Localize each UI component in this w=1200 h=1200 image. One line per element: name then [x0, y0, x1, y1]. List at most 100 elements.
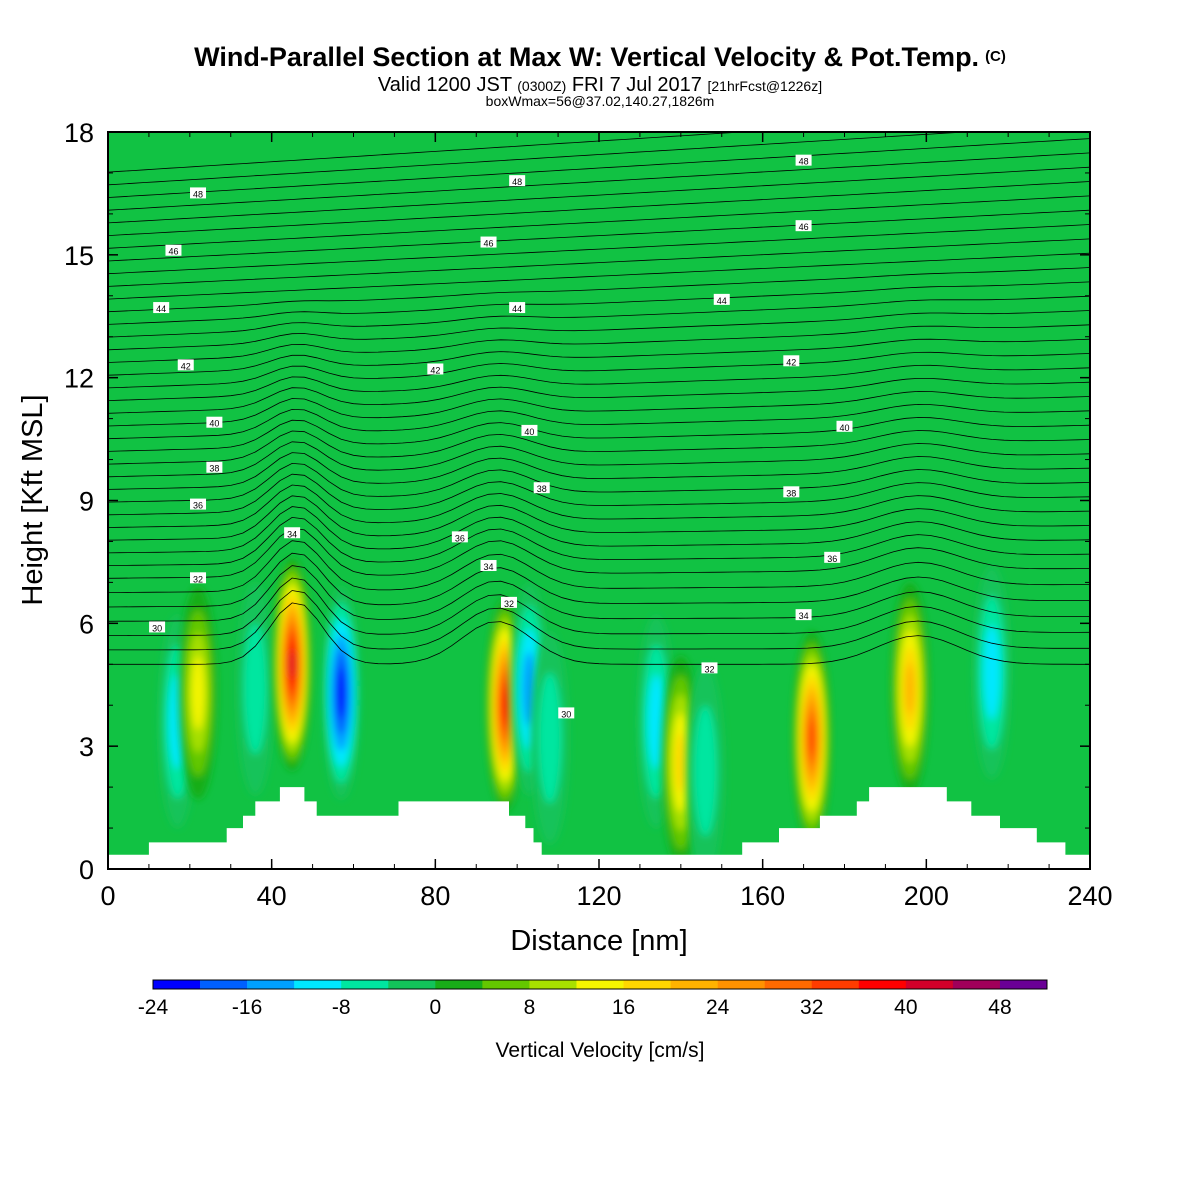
theta-label: 46 [795, 220, 812, 232]
svg-text:40: 40 [839, 423, 849, 433]
velocity-contour [647, 674, 665, 769]
theta-label: 48 [509, 175, 526, 187]
velocity-contour [675, 732, 687, 793]
svg-text:40: 40 [209, 419, 219, 429]
y-tick-label: 18 [64, 118, 94, 148]
colorbar-tick-label: 8 [524, 996, 536, 1019]
svg-text:46: 46 [168, 247, 178, 257]
colorbar-swatch [435, 980, 483, 989]
colorbar-tick-label: 0 [429, 996, 441, 1019]
svg-text:46: 46 [799, 222, 809, 232]
svg-text:34: 34 [799, 611, 809, 621]
box-max-info: boxWmax=56@37.02,140.27,1826m [485, 93, 715, 109]
theta-label: 38 [783, 486, 800, 498]
theta-contour [108, 527, 1090, 579]
theta-label: 46 [480, 236, 497, 249]
theta-contour [108, 295, 1090, 338]
theta-contour [108, 441, 1090, 478]
theta-contour [108, 152, 1090, 211]
colorbar-swatch [764, 980, 813, 989]
theta-label: 30 [149, 621, 166, 633]
velocity-contour [289, 649, 295, 679]
velocity-cell [686, 664, 725, 869]
forecast-info: [21hrFcst@1226z] [707, 78, 823, 94]
colorbar-swatch [294, 980, 342, 989]
chart-title-text: Wind-Parallel Section at Max W: Vertical… [194, 42, 980, 72]
y-tick-label: 6 [79, 609, 94, 639]
theta-label: 44 [509, 302, 526, 314]
theta-label: 34 [480, 560, 497, 572]
svg-text:38: 38 [209, 464, 219, 474]
terrain [108, 787, 1090, 869]
theta-label: 48 [190, 187, 207, 199]
y-tick-label: 3 [79, 732, 94, 762]
theta-label: 44 [153, 302, 170, 314]
theta-contour [108, 484, 1090, 528]
svg-text:48: 48 [512, 177, 522, 187]
theta-contour [108, 310, 1090, 351]
velocity-contour [808, 720, 815, 756]
colorbar-title: Vertical Velocity [cm/s] [496, 1039, 705, 1062]
svg-text:32: 32 [504, 599, 514, 609]
x-tick-label: 200 [904, 881, 949, 911]
colorbar-swatch [952, 980, 1001, 989]
svg-text:42: 42 [430, 365, 440, 375]
theta-label: 40 [206, 416, 223, 429]
theta-contour [108, 577, 1090, 636]
theta-label: 38 [533, 482, 550, 494]
y-axis-title: Height [Kft MSL] [17, 394, 49, 605]
theta-label: 32 [701, 662, 718, 674]
x-tick-label: 0 [100, 881, 115, 911]
theta-label: 34 [284, 527, 301, 539]
velocity-cell [792, 631, 831, 845]
svg-text:38: 38 [537, 484, 547, 494]
svg-text:34: 34 [484, 562, 494, 572]
theta-contour [108, 540, 1090, 593]
y-tick-label: 9 [79, 487, 94, 517]
theta-contour [108, 224, 1090, 275]
x-tick-label: 80 [420, 881, 450, 911]
theta-label: 42 [783, 355, 800, 367]
theta-label: 40 [836, 420, 853, 433]
theta-contour [108, 473, 1090, 516]
colorbar-tick-label: -16 [232, 996, 262, 1019]
theta-contour [108, 552, 1090, 608]
theta-contour [108, 516, 1090, 566]
theta-contour [108, 495, 1090, 541]
theta-contour [108, 209, 1090, 262]
theta-contour [108, 195, 1090, 249]
x-axis: 0 40 80 120 160 200 240 [100, 132, 1113, 911]
svg-text:44: 44 [717, 296, 727, 306]
colorbar-swatch [811, 980, 860, 989]
theta-contour [108, 338, 1090, 376]
theta-label: 34 [795, 609, 812, 621]
plot-background [108, 132, 1090, 869]
velocity-contour [693, 705, 717, 837]
velocity-cell [179, 586, 217, 800]
theta-contour [108, 403, 1090, 440]
theta-contour [108, 430, 1090, 465]
theta-contour [108, 590, 1090, 651]
theta-label: 38 [206, 461, 223, 474]
svg-text:42: 42 [786, 357, 796, 367]
theta-label: 42 [177, 359, 194, 371]
svg-text:32: 32 [193, 574, 203, 584]
svg-text:38: 38 [786, 488, 796, 498]
theta-label: 36 [190, 498, 207, 511]
theta-contour [108, 506, 1090, 554]
colorbar-swatch [200, 980, 248, 989]
theta-contour [108, 364, 1090, 401]
theta-contour [108, 602, 1090, 665]
colorbar-swatch [153, 980, 201, 989]
valid-time-line: Valid 1200 JST (0300Z) FRI 7 Jul 2017 [2… [0, 74, 1200, 97]
theta-contour [108, 565, 1090, 622]
x-tick-label: 160 [740, 881, 785, 911]
valid-prefix: Valid 1200 JST [377, 74, 512, 96]
velocity-contour [983, 625, 1001, 720]
svg-text:36: 36 [193, 501, 203, 511]
theta-contours [108, 132, 1090, 665]
theta-label: 44 [713, 293, 730, 306]
velocity-cell [322, 586, 361, 800]
svg-text:42: 42 [181, 361, 191, 371]
